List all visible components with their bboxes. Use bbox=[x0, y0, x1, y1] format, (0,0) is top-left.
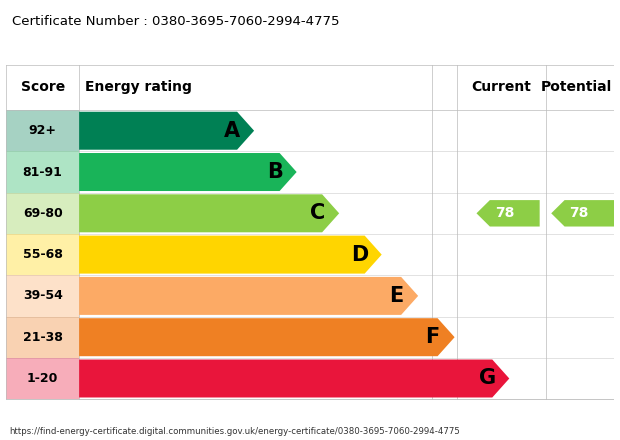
Text: E: E bbox=[389, 286, 404, 306]
Text: 55-68: 55-68 bbox=[23, 248, 63, 261]
Text: Energy rating: Energy rating bbox=[85, 81, 192, 94]
Text: 78: 78 bbox=[495, 206, 514, 220]
Polygon shape bbox=[79, 359, 509, 397]
Bar bbox=[6, 275, 79, 316]
Text: 69-80: 69-80 bbox=[23, 207, 63, 220]
Polygon shape bbox=[79, 318, 454, 356]
Bar bbox=[6, 65, 614, 110]
Polygon shape bbox=[79, 112, 254, 150]
Polygon shape bbox=[79, 194, 339, 232]
Text: 78: 78 bbox=[570, 206, 589, 220]
Text: https://find-energy-certificate.digital.communities.gov.uk/energy-certificate/03: https://find-energy-certificate.digital.… bbox=[9, 428, 460, 436]
Text: 21-38: 21-38 bbox=[23, 331, 63, 344]
Text: 92+: 92+ bbox=[29, 124, 56, 137]
Bar bbox=[6, 110, 79, 151]
Polygon shape bbox=[79, 153, 296, 191]
Polygon shape bbox=[79, 235, 382, 274]
Text: C: C bbox=[309, 203, 325, 224]
Text: 1-20: 1-20 bbox=[27, 372, 58, 385]
Text: G: G bbox=[479, 368, 496, 389]
Text: Potential: Potential bbox=[541, 81, 612, 94]
Text: A: A bbox=[224, 121, 241, 141]
Text: Score: Score bbox=[20, 81, 64, 94]
Bar bbox=[6, 193, 79, 234]
Text: 39-54: 39-54 bbox=[23, 290, 63, 302]
Polygon shape bbox=[551, 200, 614, 227]
Text: 81-91: 81-91 bbox=[23, 165, 63, 179]
Text: F: F bbox=[425, 327, 440, 347]
Bar bbox=[6, 151, 79, 193]
Text: D: D bbox=[351, 245, 368, 264]
Bar bbox=[6, 234, 79, 275]
Text: Current: Current bbox=[471, 81, 531, 94]
Polygon shape bbox=[477, 200, 539, 227]
Bar bbox=[6, 316, 79, 358]
Bar bbox=[6, 358, 79, 399]
Polygon shape bbox=[79, 277, 418, 315]
Text: Certificate Number : 0380-3695-7060-2994-4775: Certificate Number : 0380-3695-7060-2994… bbox=[12, 15, 340, 29]
Text: B: B bbox=[267, 162, 283, 182]
